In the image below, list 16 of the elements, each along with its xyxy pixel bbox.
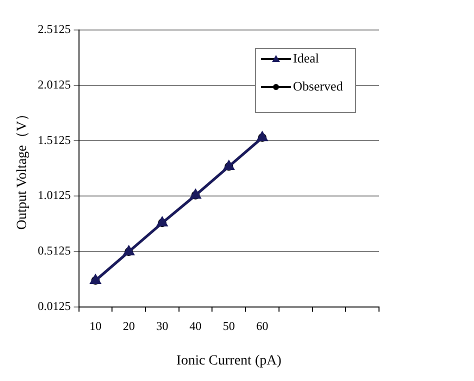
x-tick-label: 50	[222, 319, 235, 334]
x-tick-label: 60	[256, 319, 268, 334]
y-tick-label: 2.0125	[38, 78, 71, 92]
y-tick-label: 1.0125	[38, 188, 71, 202]
y-tick-label: 0.0125	[38, 298, 71, 313]
x-tick-label: 10	[89, 319, 102, 334]
y-tick-label: 1.5125	[38, 132, 71, 147]
y-tick-label: 0.5125	[38, 244, 71, 258]
x-axis-title: Ionic Current (pA)	[176, 353, 282, 368]
y-tick-label: 2.5125	[38, 22, 71, 36]
legend-label: Observed	[293, 78, 344, 94]
x-tick-label: 20	[122, 319, 135, 334]
legend-label: Ideal	[293, 50, 320, 66]
x-tick-label: 30	[156, 319, 168, 334]
y-axis-title: Output Voltage（V）	[15, 107, 30, 230]
x-tick-label: 40	[190, 319, 202, 334]
